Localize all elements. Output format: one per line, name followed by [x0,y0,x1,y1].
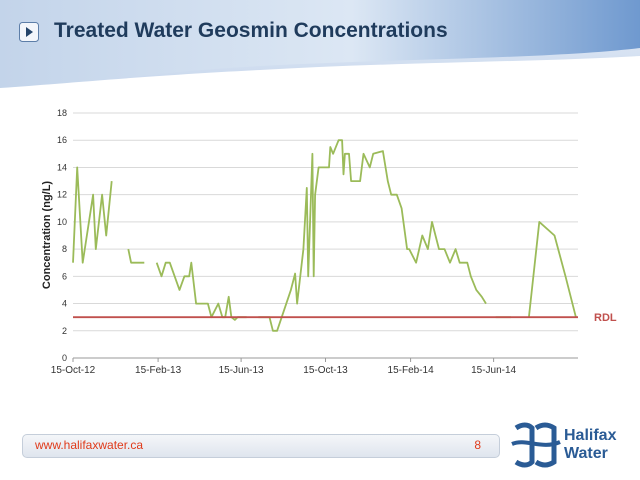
rdl-label: RDL [594,312,617,324]
logo-text-water: Water [564,445,608,462]
slide-title: Treated Water Geosmin Concentrations [54,19,448,42]
logo-mark-icon [511,422,561,468]
y-tick-label: 2 [62,326,67,336]
y-tick-label: 12 [57,190,67,200]
series-line-segment [127,248,145,264]
y-axis-label: Concentration (ng/L) [41,181,53,289]
x-tick-label: 15-Feb-13 [135,365,182,376]
chart-grid [73,112,578,359]
series-line-segment [528,221,577,318]
x-tick-label: 15-Jun-14 [471,365,516,376]
y-tick-label: 16 [57,135,67,145]
y-tick-label: 18 [57,108,67,118]
play-icon[interactable] [19,22,39,42]
x-tick-labels: 15-Oct-12 15-Feb-13 15-Jun-13 15-Oct-13 15-F… [51,358,517,376]
halifax-water-logo: Halifax Water [508,422,628,470]
footer-bar: www.halifaxwater.ca 8 [22,434,500,458]
series-line-segment [72,166,113,264]
series-line-segment [258,139,487,332]
header-swoosh [0,0,640,90]
logo-text-halifax: Halifax [564,427,617,444]
y-tick-label: 8 [62,244,67,254]
y-tick-label: 10 [57,217,67,227]
y-tick-label: 14 [57,162,67,172]
geosmin-series [72,139,577,332]
x-tick-label: 15-Jun-13 [219,365,264,376]
x-tick-label: 15-Feb-14 [388,365,435,376]
x-tick-label: 15-Oct-12 [51,365,96,376]
x-tick-label: 15-Oct-13 [303,365,348,376]
header-band [0,0,640,90]
y-tick-label: 0 [62,353,67,363]
page-number: 8 [474,438,481,452]
footer-url[interactable]: www.halifaxwater.ca [35,438,144,452]
series-line-segment [155,261,247,321]
geosmin-chart: 0 2 4 6 8 10 12 14 16 18 15-Oct-12 15-Feb-13 15-Jun… [41,108,617,376]
rdl-line: RDL [73,312,617,324]
y-tick-label: 6 [62,271,67,281]
y-tick-labels: 0 2 4 6 8 10 12 14 16 18 [57,108,67,363]
y-tick-label: 4 [62,299,67,309]
